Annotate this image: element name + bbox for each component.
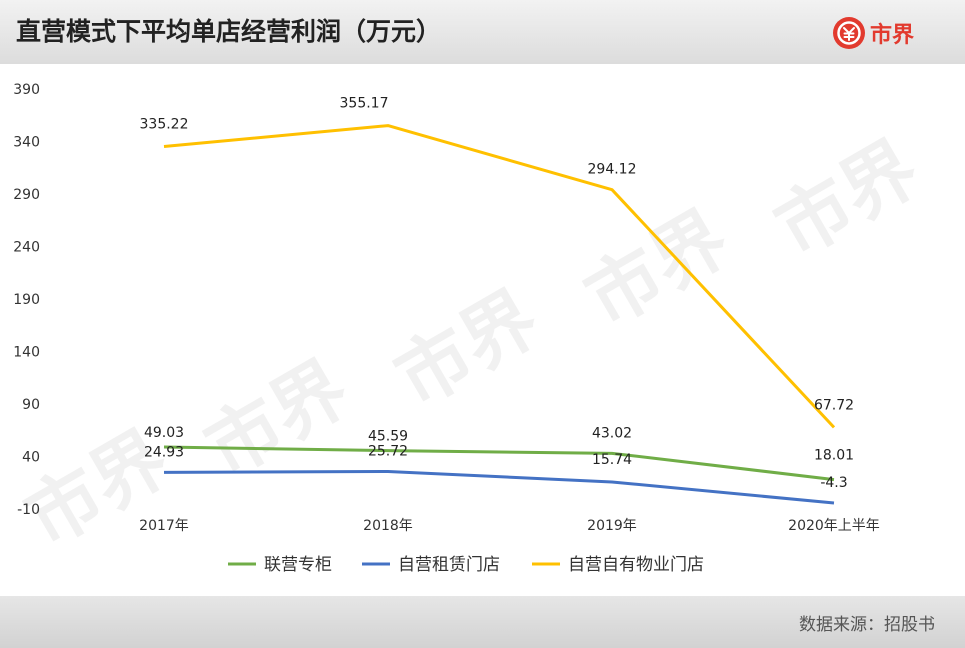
legend-label: 自营自有物业门店 [568,555,704,575]
x-tick-label: 2017年 [139,518,189,534]
data-label: 67.72 [814,397,854,413]
data-label: 45.59 [368,429,408,445]
header-bar: 直营模式下平均单店经营利润（万元） 市界 [0,0,965,64]
data-label: 43.02 [592,425,632,441]
data-label: 15.74 [592,452,632,468]
line-chart: 390 340 290 240 190 140 90 40 -10 2017年 2018年 2019年… [13,82,880,575]
y-tick-label: 340 [13,135,40,151]
x-tick-label: 2019年 [587,518,637,534]
yuan-circle-icon [833,17,865,49]
series-line [163,469,835,505]
data-label: -4.3 [820,475,847,491]
data-label: 24.93 [144,444,184,460]
data-label: 294.12 [588,162,637,178]
y-tick-label: 240 [13,240,40,256]
y-tick-label: 40 [22,450,40,466]
x-tick-label: 2020年上半年 [788,518,880,534]
y-tick-label: 140 [13,345,40,361]
footer-bar: 数据来源：招股书 [0,596,965,648]
y-tick-label: 90 [22,397,40,413]
series-line [163,445,835,482]
y-tick-label: 190 [13,292,40,308]
data-label: 18.01 [814,448,854,464]
y-tick-label: 290 [13,187,40,203]
series-line [163,124,836,429]
logo-text: 市界 [870,23,915,48]
x-tick-label: 2018年 [363,518,413,534]
data-source: 数据来源：招股书 [799,615,935,635]
data-label: 355.17 [340,96,389,112]
brand-logo: 市界 [832,13,942,53]
legend-label: 联营专柜 [264,555,332,575]
data-label: 25.72 [368,443,408,459]
y-tick-label: -10 [17,502,40,518]
data-label: 335.22 [140,117,189,133]
y-tick-label: 390 [13,82,40,98]
data-label: 49.03 [144,425,184,441]
chart-title: 直营模式下平均单店经营利润（万元） [16,17,442,46]
legend-label: 自营租赁门店 [398,555,500,575]
